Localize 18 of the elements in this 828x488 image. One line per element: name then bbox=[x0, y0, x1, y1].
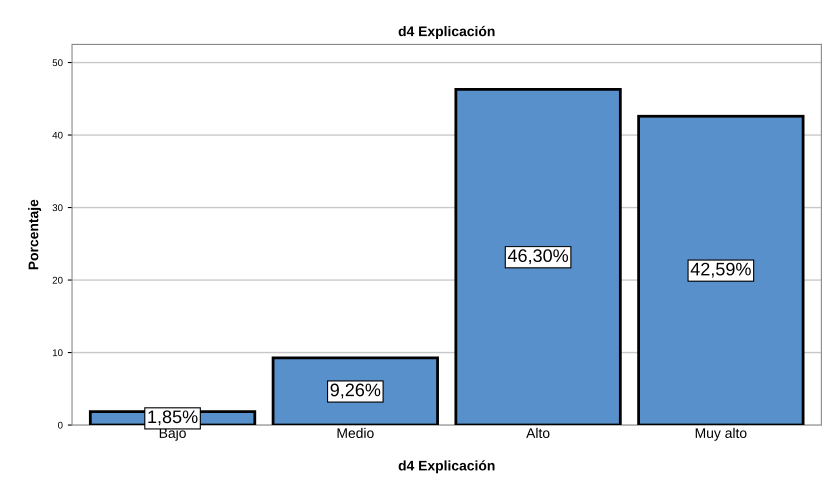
y-tick-label: 30 bbox=[52, 204, 63, 212]
y-tick-label: 0 bbox=[58, 422, 63, 429]
data-label: 42,59% bbox=[690, 262, 751, 278]
y-axis-title: Porcentaje bbox=[28, 200, 42, 270]
bar bbox=[637, 114, 804, 426]
x-tick-label: Alto bbox=[526, 428, 550, 438]
bar bbox=[454, 88, 622, 426]
y-tick-label: 50 bbox=[52, 59, 63, 66]
x-axis-title: d4 Explicación bbox=[398, 460, 494, 474]
y-tick-label: 40 bbox=[52, 132, 63, 139]
y-tick-label: 20 bbox=[52, 276, 63, 284]
x-tick-label: Medio bbox=[338, 428, 374, 438]
chart-title: d4 Explicación bbox=[398, 26, 494, 39]
y-tick-label: 10 bbox=[52, 349, 63, 356]
data-label: 9,26% bbox=[330, 384, 380, 398]
x-tick-label: Muy alto bbox=[696, 428, 747, 441]
data-label: 46,30% bbox=[508, 249, 568, 264]
data-label: 1,85% bbox=[148, 410, 198, 426]
